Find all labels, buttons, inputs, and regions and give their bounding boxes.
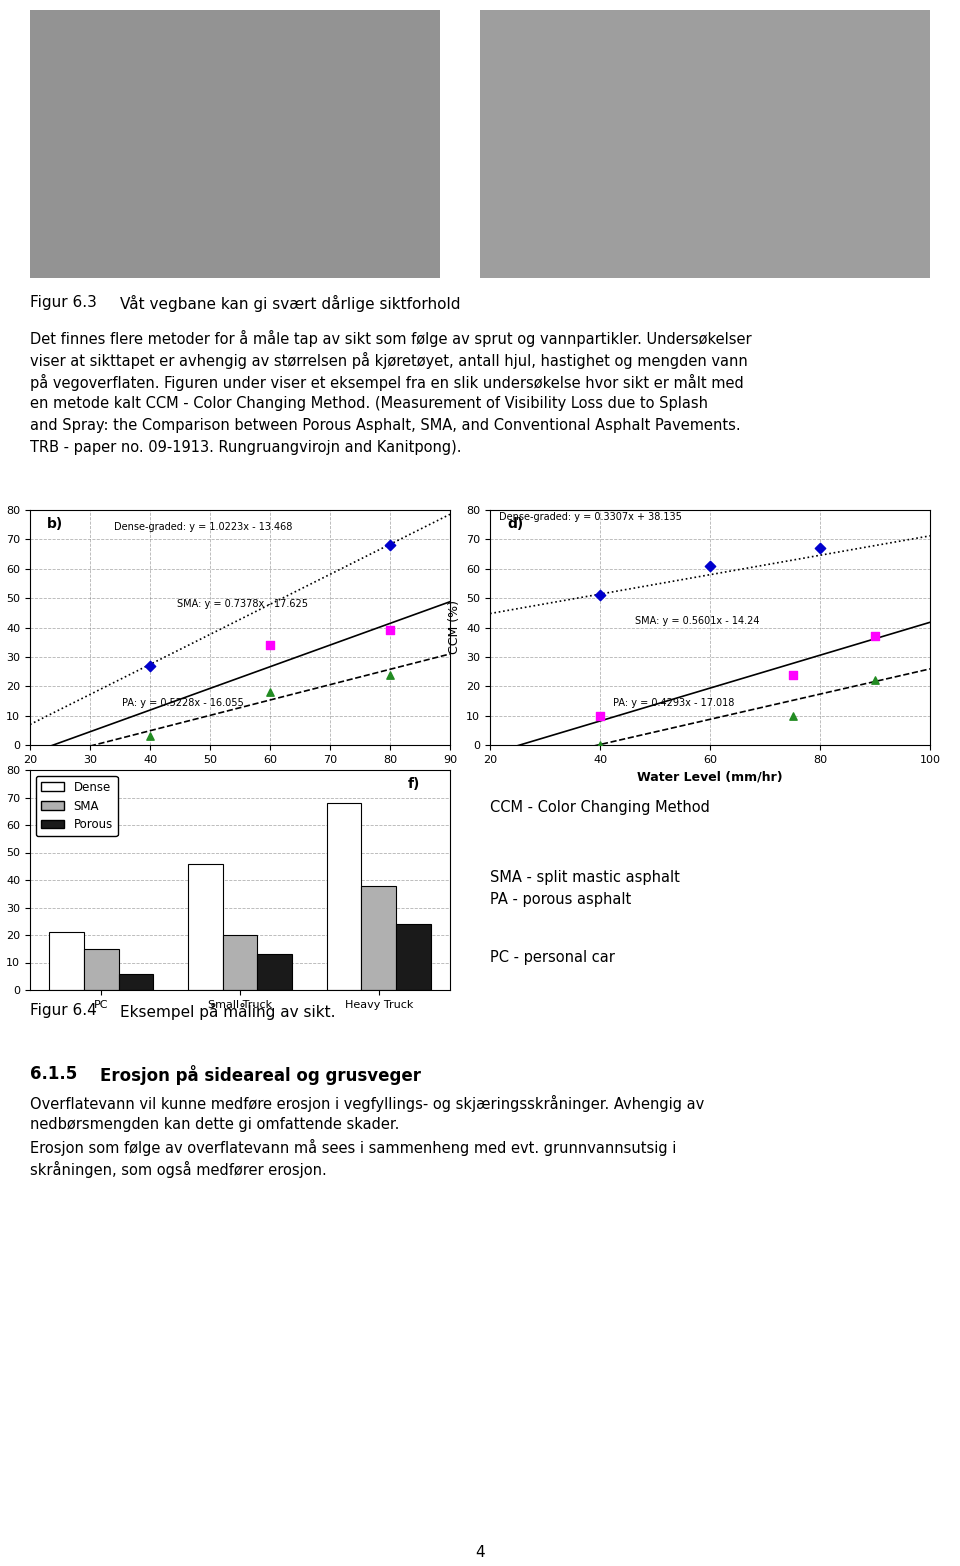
Point (812, 536, 828, 561)
Point (785, 703, 801, 728)
Legend: Dense, SMA, Porous: Dense, SMA, Porous (36, 775, 118, 836)
Bar (326, 803, 362, 990)
Point (382, 619, 397, 644)
Text: Figur 6.3: Figur 6.3 (30, 294, 97, 310)
Text: skråningen, som også medfører erosjon.: skråningen, som også medfører erosjon. (30, 1160, 326, 1178)
Text: CCM - Color Changing Method: CCM - Color Changing Method (490, 800, 709, 814)
Point (382, 662, 397, 687)
Point (142, 653, 157, 678)
Text: SMA: y = 0.5601x - 14.24: SMA: y = 0.5601x - 14.24 (636, 615, 759, 626)
Y-axis label: CCM (%): CCM (%) (447, 600, 461, 655)
Bar (257, 954, 292, 990)
Point (867, 623, 882, 648)
Text: 6.1.5: 6.1.5 (30, 1065, 77, 1084)
Bar (362, 885, 396, 990)
Text: på vegoverflaten. Figuren under viser et eksempel fra en slik undersøkelse hvor : på vegoverflaten. Figuren under viser et… (30, 374, 744, 392)
Text: Våt vegbane kan gi svært dårlige siktforhold: Våt vegbane kan gi svært dårlige siktfor… (120, 294, 461, 312)
Text: PA: y = 0.4293x - 17.018: PA: y = 0.4293x - 17.018 (613, 698, 734, 708)
Point (142, 723, 157, 749)
Point (262, 680, 277, 705)
Text: PC - personal car: PC - personal car (490, 951, 614, 965)
Bar (49, 932, 84, 990)
Text: Figur 6.4: Figur 6.4 (30, 1002, 97, 1018)
Text: Dense-graded: y = 1.0223x - 13.468: Dense-graded: y = 1.0223x - 13.468 (114, 521, 293, 532)
Text: Dense-graded: y = 0.3307x + 38.135: Dense-graded: y = 0.3307x + 38.135 (499, 512, 682, 523)
Bar (188, 863, 223, 990)
Point (592, 733, 608, 758)
Bar (223, 935, 257, 990)
Text: f): f) (408, 777, 420, 791)
Point (382, 532, 397, 557)
Point (703, 553, 718, 578)
Text: SMA: y = 0.7378x - 17.625: SMA: y = 0.7378x - 17.625 (177, 600, 308, 609)
Point (592, 583, 608, 608)
Bar (84, 949, 118, 990)
Bar (396, 924, 431, 990)
Point (867, 667, 882, 692)
Text: en metode kalt CCM - Color Changing Method. (Measurement of Visibility Loss due : en metode kalt CCM - Color Changing Meth… (30, 396, 708, 410)
X-axis label: Water Level (mm/hr): Water Level (mm/hr) (637, 770, 782, 783)
Text: Erosjon som følge av overflatevann må sees i sammenheng med evt. grunnvannsutsig: Erosjon som følge av overflatevann må se… (30, 1138, 677, 1156)
Text: SMA - split mastic asphalt: SMA - split mastic asphalt (490, 871, 680, 885)
Text: 4: 4 (475, 1546, 485, 1560)
Point (785, 662, 801, 687)
Text: Det finnes flere metoder for å måle tap av sikt som følge av sprut og vannpartik: Det finnes flere metoder for å måle tap … (30, 330, 752, 348)
Text: viser at sikttapet er avhengig av størrelsen på kjøretøyet, antall hjul, hastigh: viser at sikttapet er avhengig av større… (30, 352, 748, 370)
Text: d): d) (508, 517, 524, 531)
Text: Overflatevann vil kunne medføre erosjon i vegfyllings- og skjæringsskråninger. A: Overflatevann vil kunne medføre erosjon … (30, 1095, 705, 1112)
Point (262, 633, 277, 658)
X-axis label: Speed (km/hr): Speed (km/hr) (190, 770, 290, 783)
Text: b): b) (47, 517, 63, 531)
Bar (118, 974, 154, 990)
Text: and Spray: the Comparison between Porous Asphalt, SMA, and Conventional Asphalt : and Spray: the Comparison between Porous… (30, 418, 740, 434)
Text: Erosjon på sideareal og grusveger: Erosjon på sideareal og grusveger (100, 1065, 421, 1085)
Text: PA: y = 0.5228x - 16.055: PA: y = 0.5228x - 16.055 (123, 698, 244, 708)
Text: nedbørsmengden kan dette gi omfattende skader.: nedbørsmengden kan dette gi omfattende s… (30, 1117, 399, 1132)
Point (592, 703, 608, 728)
Text: Eksempel på måling av sikt.: Eksempel på måling av sikt. (120, 1002, 335, 1019)
Text: TRB - paper no. 09-1913. Rungruangvirojn and Kanitpong).: TRB - paper no. 09-1913. Rungruangvirojn… (30, 440, 462, 456)
Text: PA - porous asphalt: PA - porous asphalt (490, 893, 632, 907)
